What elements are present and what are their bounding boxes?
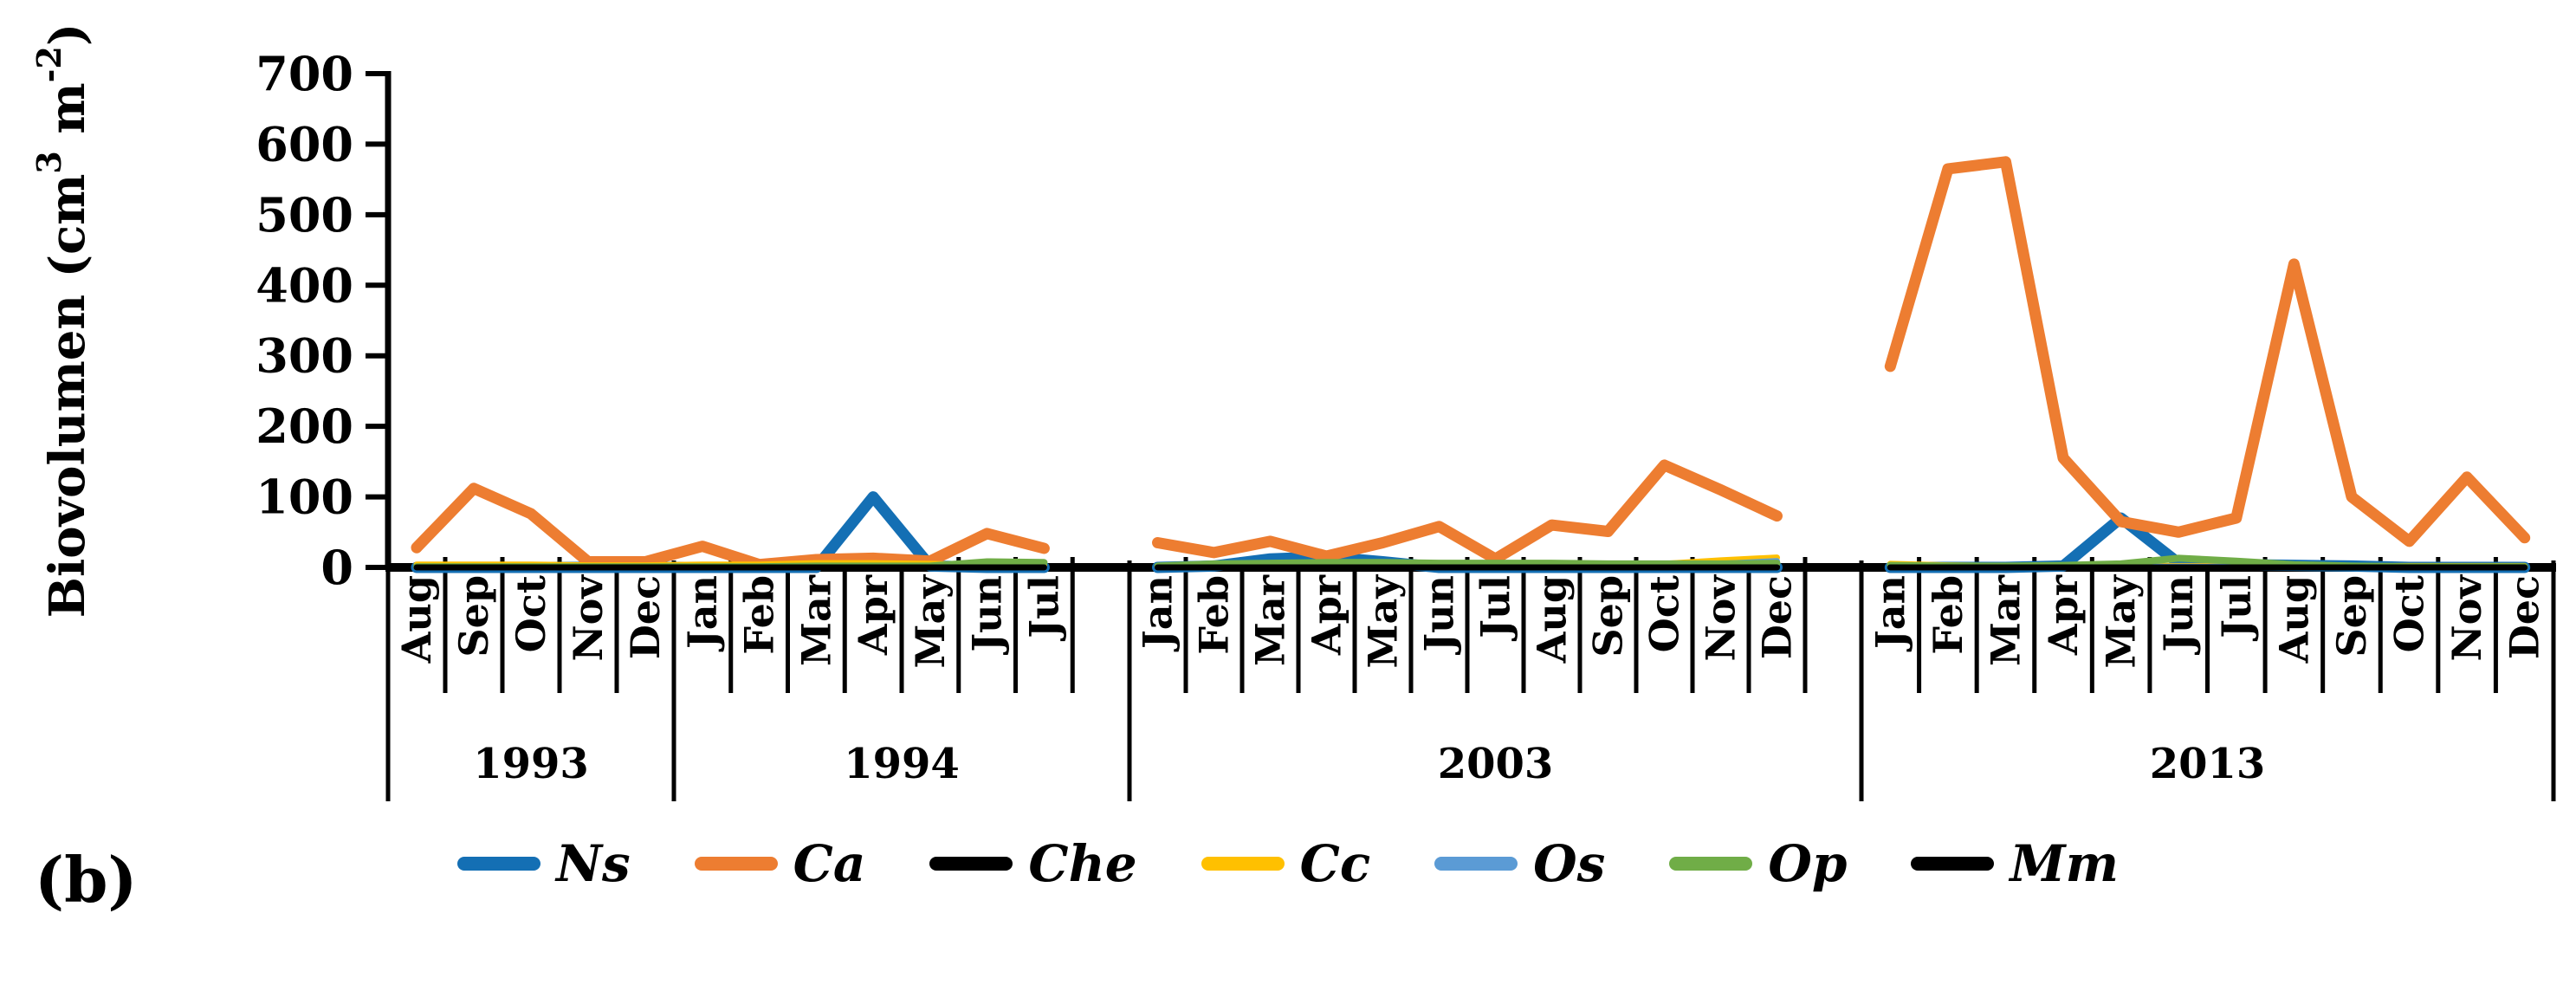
legend-swatch-Os (1434, 857, 1518, 871)
series-line-Ca (1152, 459, 1783, 565)
month-label: Oct (508, 574, 554, 652)
month-label: Feb (1191, 575, 1238, 655)
month-label: Jul (1472, 575, 1519, 642)
month-label: Nov (565, 574, 612, 662)
month-label: Apr (2040, 574, 2087, 656)
year-label: 2003 (1438, 740, 1554, 788)
legend-swatch-Ns (457, 857, 540, 871)
month-label: Dec (622, 575, 669, 659)
month-label: Mar (1247, 574, 1294, 666)
month-label: Feb (1925, 575, 1971, 655)
y-tick-label: 600 (256, 116, 353, 172)
month-label: Jun (2155, 575, 2202, 656)
month-label: Jun (1416, 575, 1463, 656)
y-tick-label: 300 (256, 328, 353, 384)
legend-swatch-Op (1669, 857, 1753, 871)
month-label: Aug (393, 575, 440, 664)
month-label: Jul (1020, 575, 1067, 642)
month-label: Apr (1304, 574, 1350, 656)
y-tick-label: 200 (256, 398, 353, 454)
legend-label: Op (1768, 834, 1848, 893)
legend: Ns Ca Che Cc Os Op Mm (422, 825, 2154, 903)
legend-item-Ns: Ns (457, 839, 631, 889)
legend-item-Os: Os (1434, 839, 1605, 889)
legend-item-Mm: Mm (1911, 839, 2119, 889)
legend-item-Op: Op (1669, 839, 1847, 889)
legend-item-Che: Che (929, 834, 1137, 893)
month-label: Feb (736, 575, 783, 655)
legend-label: Os (1533, 834, 1606, 893)
month-label: Oct (2386, 574, 2433, 652)
y-tick-label: 100 (256, 470, 353, 525)
month-label: Dec (1754, 575, 1801, 659)
y-tick-label: 400 (256, 257, 353, 313)
y-axis-title: Biovolumen (cm3 m-2) (29, 23, 97, 619)
series-line-Op (1154, 559, 1781, 570)
legend-label: Che (1028, 834, 1137, 893)
month-label: Jan (1135, 575, 1181, 652)
legend-label: Ca (793, 834, 866, 893)
series-line-Ca (411, 483, 1050, 571)
legend-label: Mm (2010, 834, 2119, 893)
y-tick-label: 700 (256, 46, 353, 101)
year-label: 2013 (2150, 740, 2266, 788)
month-label: Jun (964, 575, 1011, 656)
legend-swatch-Ca (694, 857, 778, 871)
month-label: Sep (2328, 575, 2375, 657)
month-label: Sep (1585, 575, 1632, 657)
month-label: Mar (1982, 574, 2029, 666)
month-label: Aug (2270, 575, 2317, 664)
year-label: 1994 (844, 740, 960, 788)
month-label: Aug (1529, 575, 1576, 664)
panel-label: (b) (35, 843, 138, 917)
month-label: Sep (450, 575, 497, 657)
month-label: May (907, 574, 954, 669)
month-label: Oct (1641, 574, 1688, 652)
legend-label: Ns (556, 834, 631, 893)
month-label: Nov (2443, 574, 2490, 662)
month-label: May (2098, 574, 2145, 669)
legend-label: Cc (1299, 834, 1371, 893)
month-label: Jan (679, 575, 726, 652)
y-tick-label: 500 (256, 187, 353, 243)
y-tick-label: 0 (320, 540, 353, 595)
legend-swatch-Mm (1911, 857, 1995, 871)
month-label: Nov (1698, 574, 1744, 662)
month-label: Apr (850, 574, 896, 656)
month-label: Dec (2502, 575, 2548, 659)
legend-swatch-Che (929, 857, 1013, 871)
series-line-Ca (1884, 156, 2531, 547)
month-label: Jan (1867, 575, 1913, 652)
year-label: 1993 (473, 740, 589, 788)
legend-item-Ca: Ca (694, 834, 866, 893)
legend-swatch-Cc (1201, 857, 1285, 871)
legend-item-Cc: Cc (1201, 839, 1370, 889)
month-label: Jul (2213, 575, 2260, 642)
month-label: Mar (793, 574, 839, 666)
month-label: May (1360, 574, 1407, 669)
